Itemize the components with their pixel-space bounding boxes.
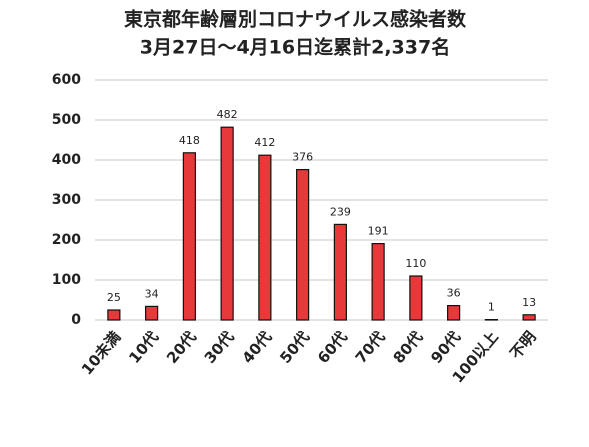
- bar: [371, 243, 385, 321]
- bar: [220, 126, 234, 321]
- bar: [145, 305, 159, 321]
- data-label: 412: [254, 136, 275, 149]
- bar: [409, 275, 423, 321]
- y-tick-label: 100: [52, 272, 81, 288]
- y-tick-label: 400: [52, 152, 81, 168]
- y-tick-label: 500: [52, 112, 81, 128]
- data-label: 239: [330, 205, 351, 218]
- bar: [182, 152, 196, 321]
- y-tick-label: 0: [71, 312, 81, 328]
- bar: [333, 223, 347, 321]
- data-label: 110: [405, 257, 426, 270]
- data-label: 25: [107, 291, 121, 304]
- data-label: 34: [145, 287, 159, 300]
- data-label: 191: [368, 225, 389, 238]
- y-tick-label: 300: [52, 192, 81, 208]
- data-label: 36: [447, 287, 461, 300]
- data-label: 482: [217, 108, 238, 121]
- data-label: 1: [488, 301, 495, 314]
- bar: [522, 314, 536, 321]
- bar: [447, 305, 461, 321]
- data-label: 13: [522, 296, 536, 309]
- bar: [258, 154, 272, 321]
- y-tick-label: 200: [52, 232, 81, 248]
- bar: [107, 309, 121, 321]
- data-label: 376: [292, 151, 313, 164]
- y-tick-label: 600: [52, 72, 81, 88]
- chart-subtitle: 3月27日～4月16日迄累計2,337名: [140, 36, 450, 59]
- data-label: 418: [179, 134, 200, 147]
- bar: [296, 169, 310, 321]
- chart-title: 東京都年齢層別コロナウイルス感染者数: [124, 8, 467, 31]
